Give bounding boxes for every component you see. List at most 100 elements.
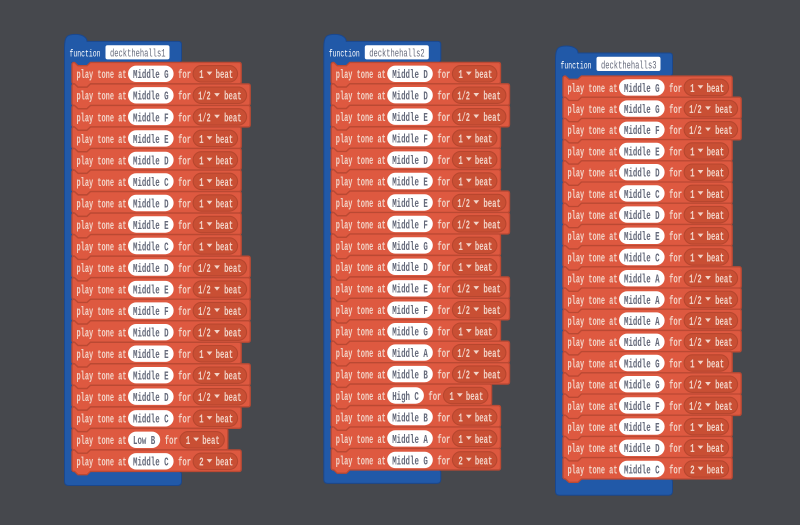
- svg-text:1: 1: [690, 146, 695, 159]
- svg-text:play tone at: play tone at: [77, 198, 127, 211]
- svg-text:1/2: 1/2: [689, 125, 702, 138]
- svg-text:beat: beat: [715, 380, 733, 393]
- svg-text:beat: beat: [483, 305, 501, 318]
- svg-text:play tone at: play tone at: [336, 305, 386, 318]
- svg-text:beat: beat: [216, 457, 234, 470]
- svg-text:beat: beat: [483, 91, 501, 104]
- svg-text:1: 1: [199, 349, 204, 362]
- svg-text:play tone at: play tone at: [77, 306, 127, 319]
- svg-text:deckthehalls2: deckthehalls2: [369, 49, 425, 61]
- svg-text:1/2: 1/2: [457, 348, 470, 361]
- svg-text:beat: beat: [224, 112, 242, 125]
- svg-text:play tone at: play tone at: [336, 241, 386, 254]
- svg-text:1: 1: [199, 414, 204, 427]
- svg-text:Middle C: Middle C: [624, 252, 660, 265]
- svg-text:1: 1: [458, 155, 463, 168]
- svg-text:1: 1: [690, 422, 695, 435]
- svg-text:for: for: [437, 134, 450, 147]
- svg-text:Middle D: Middle D: [133, 198, 169, 211]
- svg-text:for: for: [669, 210, 682, 223]
- svg-text:Middle G: Middle G: [392, 241, 428, 254]
- svg-text:Middle E: Middle E: [624, 231, 660, 244]
- svg-text:beat: beat: [224, 91, 242, 104]
- svg-text:beat: beat: [475, 134, 493, 147]
- svg-text:play tone at: play tone at: [77, 69, 127, 82]
- svg-text:for: for: [669, 337, 682, 350]
- svg-text:play tone at: play tone at: [568, 210, 618, 223]
- svg-text:Middle E: Middle E: [392, 112, 428, 125]
- svg-text:Middle D: Middle D: [392, 262, 428, 275]
- svg-text:play tone at: play tone at: [336, 219, 386, 232]
- svg-text:play tone at: play tone at: [568, 380, 618, 393]
- svg-text:for: for: [178, 414, 191, 427]
- svg-text:play tone at: play tone at: [77, 371, 127, 384]
- svg-text:for: for: [669, 231, 682, 244]
- svg-text:for: for: [669, 104, 682, 117]
- svg-text:for: for: [178, 198, 191, 211]
- svg-text:for: for: [437, 198, 450, 211]
- svg-text:for: for: [437, 176, 450, 189]
- svg-text:beat: beat: [216, 177, 234, 190]
- svg-text:Middle A: Middle A: [392, 348, 428, 361]
- svg-text:deckthehalls3: deckthehalls3: [601, 60, 657, 72]
- svg-text:1: 1: [199, 220, 204, 233]
- svg-text:1: 1: [690, 443, 695, 456]
- svg-text:for: for: [178, 220, 191, 233]
- svg-text:beat: beat: [707, 464, 725, 477]
- svg-text:for: for: [178, 371, 191, 384]
- svg-text:play tone at: play tone at: [77, 241, 127, 254]
- svg-text:Middle A: Middle A: [624, 337, 660, 350]
- svg-text:beat: beat: [483, 112, 501, 125]
- svg-text:play tone at: play tone at: [568, 168, 618, 181]
- svg-text:play tone at: play tone at: [77, 435, 127, 448]
- svg-text:play tone at: play tone at: [568, 83, 618, 96]
- svg-text:1/2: 1/2: [457, 112, 470, 125]
- svg-text:Middle E: Middle E: [624, 146, 660, 159]
- svg-text:1: 1: [690, 358, 695, 371]
- svg-text:for: for: [178, 241, 191, 254]
- svg-text:1: 1: [690, 210, 695, 223]
- svg-text:1: 1: [199, 198, 204, 211]
- svg-text:beat: beat: [475, 412, 493, 425]
- svg-text:beat: beat: [224, 392, 242, 405]
- svg-text:beat: beat: [707, 443, 725, 456]
- svg-text:Middle D: Middle D: [133, 328, 169, 341]
- svg-text:for: for: [669, 358, 682, 371]
- svg-text:play tone at: play tone at: [568, 189, 618, 202]
- svg-text:for: for: [437, 69, 450, 82]
- svg-text:beat: beat: [483, 348, 501, 361]
- svg-text:Middle C: Middle C: [133, 457, 169, 470]
- svg-text:1/2: 1/2: [457, 219, 470, 232]
- svg-text:play tone at: play tone at: [568, 358, 618, 371]
- svg-text:for: for: [178, 349, 191, 362]
- svg-text:beat: beat: [216, 349, 234, 362]
- svg-text:Middle E: Middle E: [133, 371, 169, 384]
- svg-text:Middle D: Middle D: [392, 155, 428, 168]
- svg-text:Middle F: Middle F: [624, 401, 660, 414]
- svg-text:play tone at: play tone at: [336, 91, 386, 104]
- svg-text:beat: beat: [707, 358, 725, 371]
- svg-text:play tone at: play tone at: [568, 146, 618, 159]
- svg-text:High C: High C: [392, 391, 419, 404]
- svg-text:play tone at: play tone at: [77, 349, 127, 362]
- svg-text:play tone at: play tone at: [568, 316, 618, 329]
- svg-text:for: for: [669, 295, 682, 308]
- svg-text:Middle F: Middle F: [392, 134, 428, 147]
- svg-text:function: function: [329, 49, 360, 61]
- svg-text:1: 1: [199, 134, 204, 147]
- svg-text:beat: beat: [707, 146, 725, 159]
- svg-text:1: 1: [690, 189, 695, 202]
- svg-text:play tone at: play tone at: [336, 391, 386, 404]
- svg-text:for: for: [437, 241, 450, 254]
- svg-text:Middle A: Middle A: [624, 295, 660, 308]
- svg-text:play tone at: play tone at: [568, 401, 618, 414]
- svg-text:1/2: 1/2: [198, 91, 211, 104]
- svg-text:1: 1: [458, 262, 463, 275]
- svg-text:1/2: 1/2: [198, 263, 211, 276]
- svg-text:beat: beat: [216, 198, 234, 211]
- svg-text:beat: beat: [483, 284, 501, 297]
- svg-text:for: for: [437, 305, 450, 318]
- svg-text:play tone at: play tone at: [336, 284, 386, 297]
- svg-text:beat: beat: [707, 210, 725, 223]
- svg-text:for: for: [669, 443, 682, 456]
